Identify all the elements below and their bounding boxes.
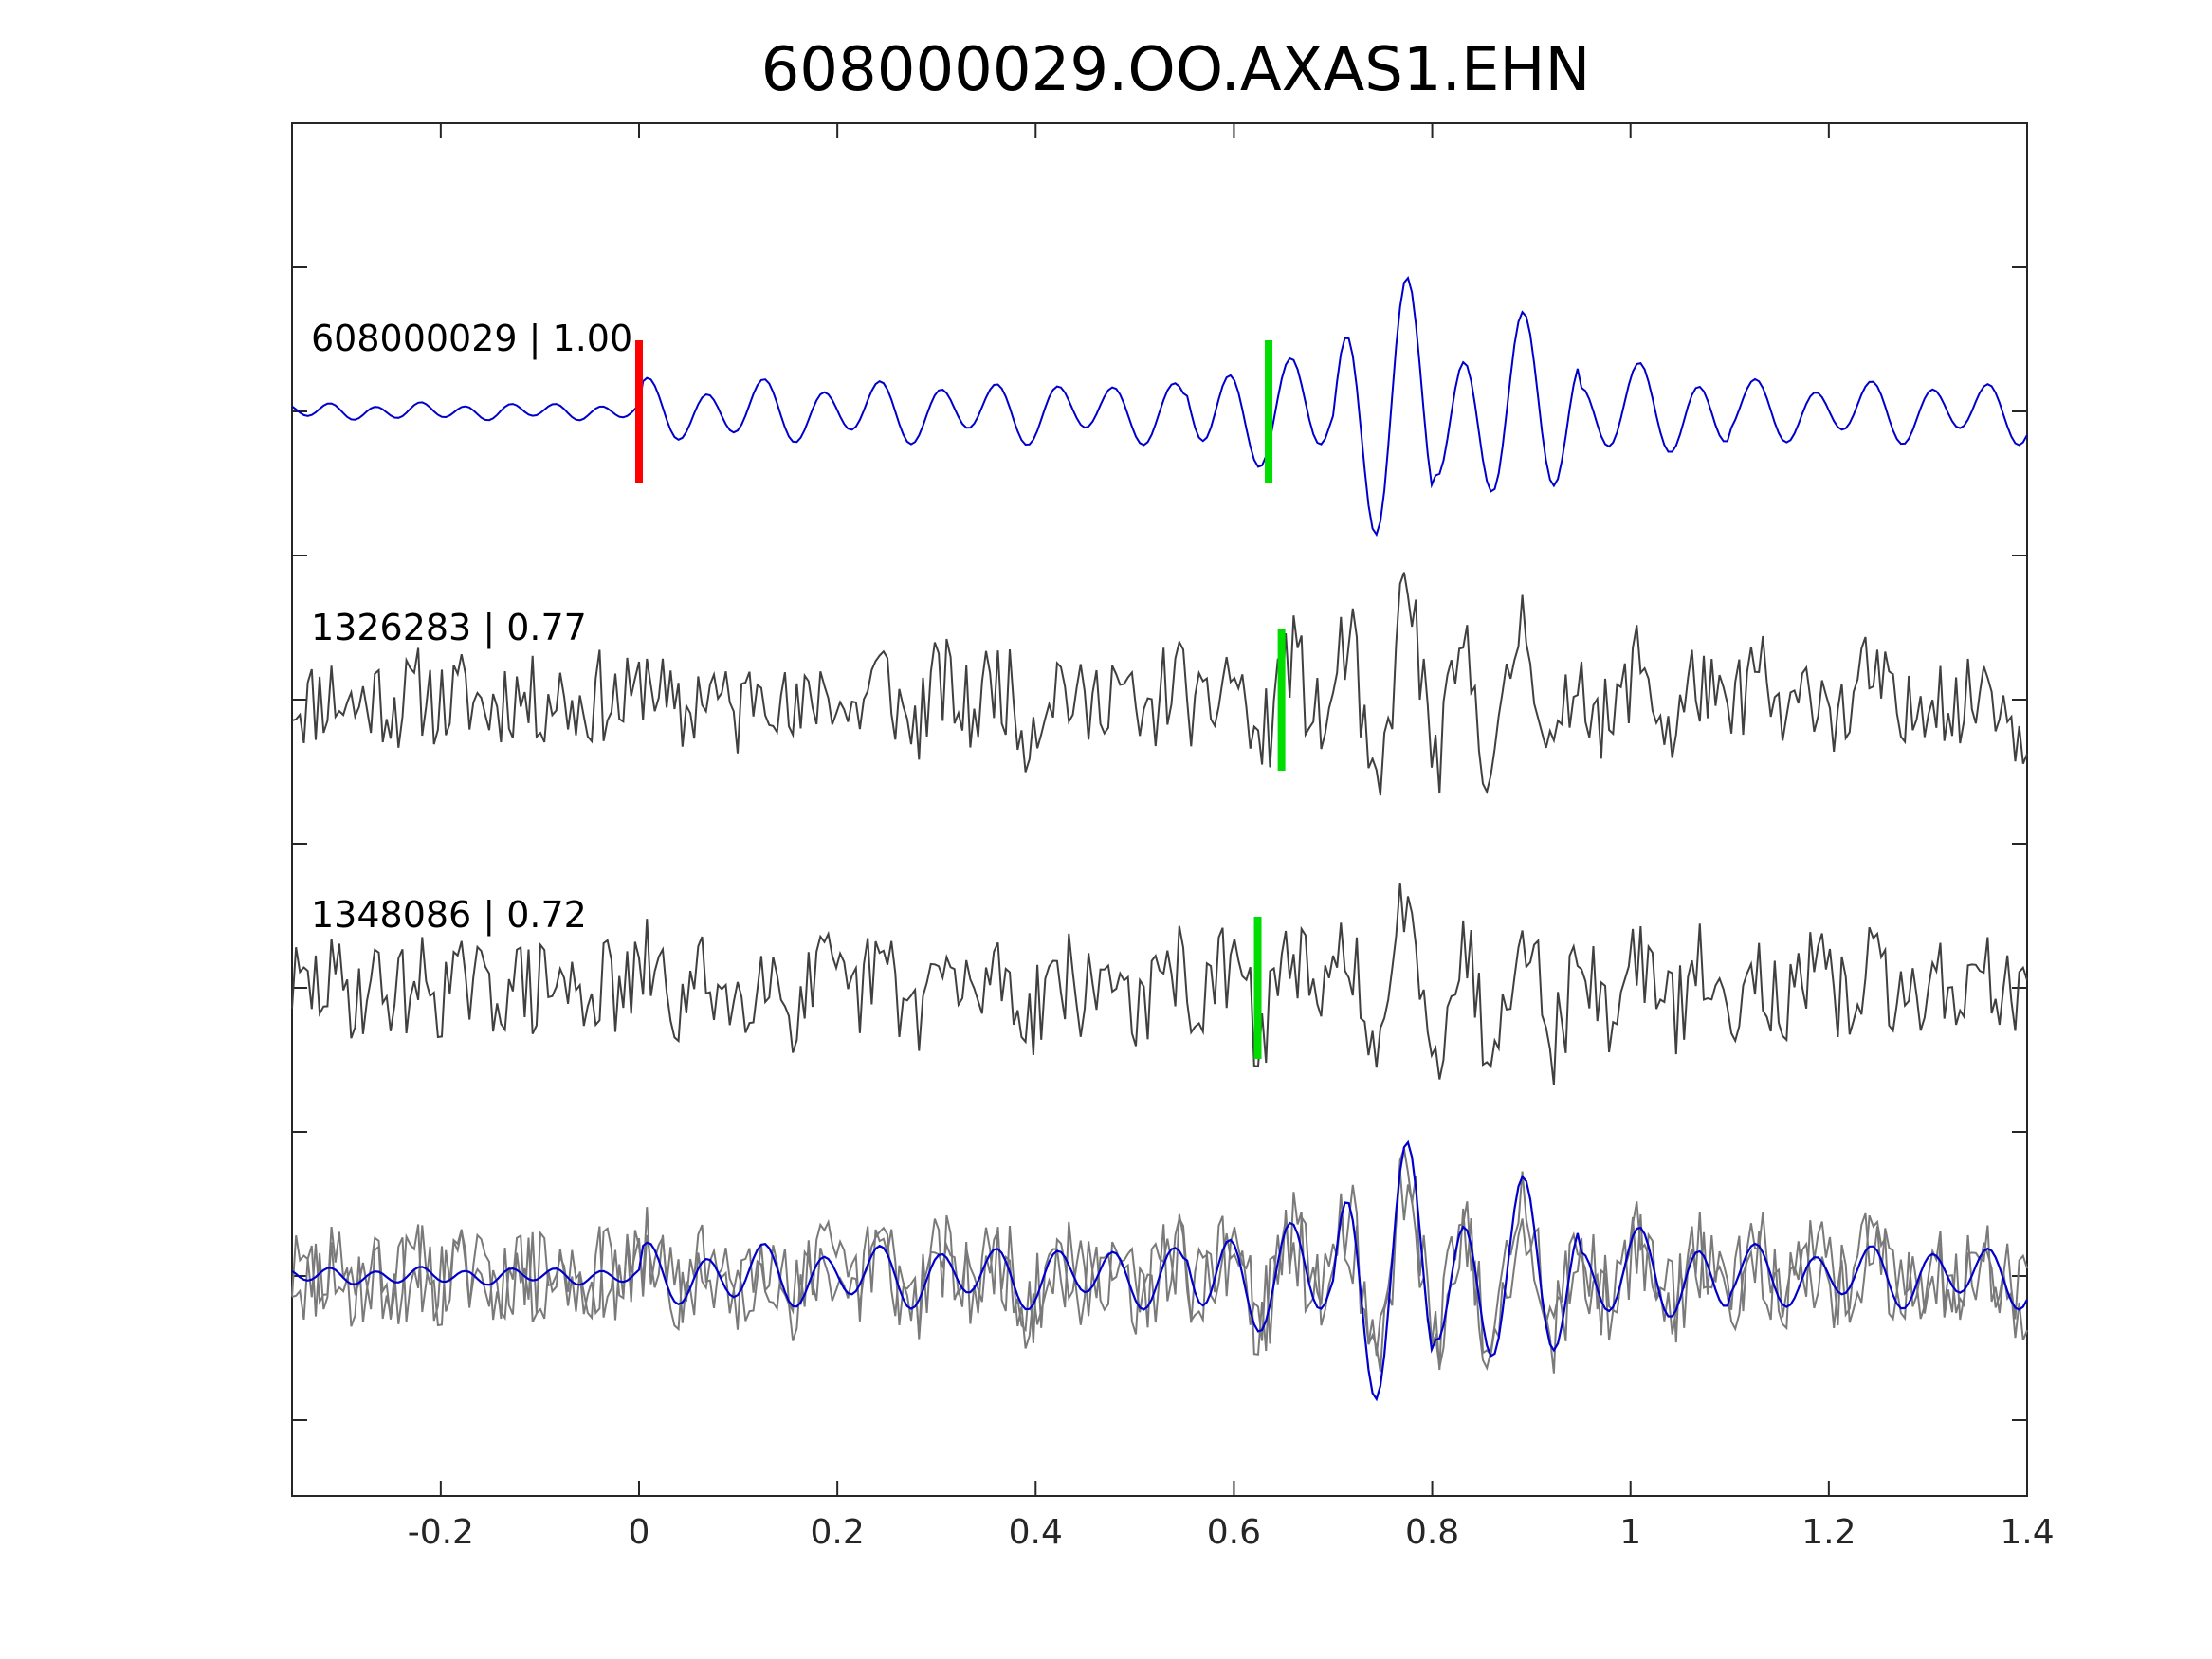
x-tick-label-4: 0.6	[1207, 1513, 1261, 1552]
x-tick-label-5: 0.8	[1405, 1513, 1459, 1552]
trace-label-0: 608000029 | 1.00	[311, 318, 632, 360]
trace-labels: 608000029 | 1.00 1326283 | 0.77 1348086 | …	[311, 318, 632, 937]
trace-label-2: 1348086 | 0.72	[311, 894, 587, 937]
overlay-trace-608000029	[291, 1139, 2028, 1402]
x-axis: -0.2 0 0.2 0.4 0.6 0.8 1 1.2 1.4	[408, 123, 2055, 1552]
overlay-trace-1348086	[291, 1171, 2028, 1374]
x-tick-label-7: 1.2	[1801, 1513, 1856, 1552]
plot-frame	[291, 122, 2028, 1497]
trace-label-1: 1326283 | 0.77	[311, 607, 587, 649]
pick-markers	[635, 340, 1286, 1059]
trace-608000029	[291, 275, 2028, 538]
x-tick-label-2: 0.2	[811, 1513, 865, 1552]
x-tick-label-3: 0.4	[1009, 1513, 1063, 1552]
y-ticks	[292, 266, 2027, 1421]
x-tick-label-0: -0.2	[408, 1513, 474, 1552]
chart-title: 608000029.OO.AXAS1.EHN	[761, 35, 1591, 105]
traces	[291, 275, 2028, 1402]
trace-1348086	[291, 883, 2028, 1085]
trace-1326283	[291, 572, 2028, 796]
x-tick-label-8: 1.4	[2000, 1513, 2054, 1552]
x-tick-label-6: 1	[1619, 1513, 1641, 1552]
x-tick-label-1: 0	[629, 1513, 650, 1552]
